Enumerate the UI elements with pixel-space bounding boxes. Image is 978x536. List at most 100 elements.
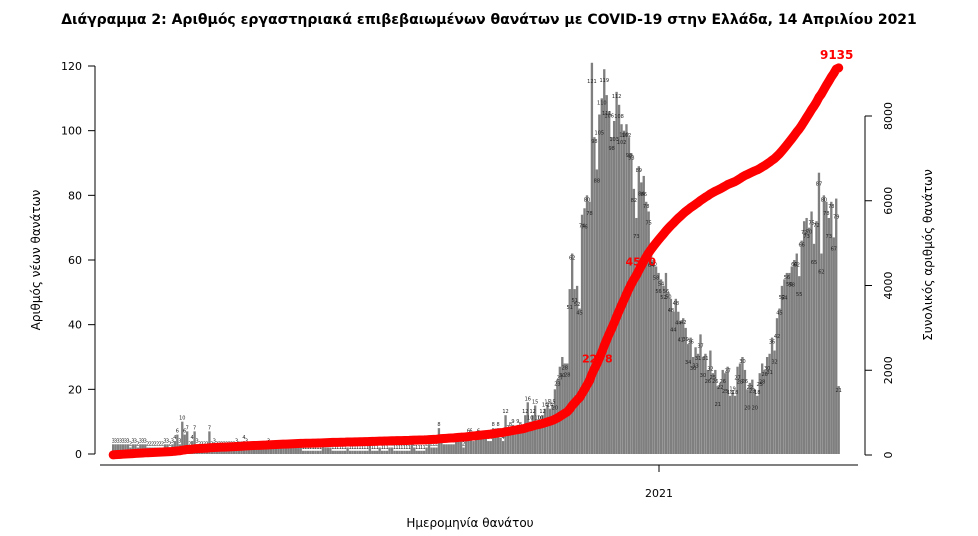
y-axis-label-left: Αριθμός νέων θανάτων	[29, 189, 43, 330]
bar	[812, 243, 816, 454]
bar-value-label: 100	[619, 133, 629, 139]
bar	[721, 369, 724, 454]
bar	[696, 353, 700, 454]
bar	[366, 450, 369, 454]
bar	[632, 188, 636, 454]
bar	[186, 431, 189, 454]
bar-value-label: 36	[769, 340, 775, 346]
bar-value-label: 102	[622, 133, 632, 139]
bar-value-label: 86	[641, 192, 647, 198]
bar	[181, 421, 184, 454]
bar	[578, 308, 581, 454]
bar-value-label: 3	[119, 438, 122, 444]
bar	[736, 366, 739, 454]
bar-value-label: 1	[395, 445, 398, 451]
bar-value-label: 2	[161, 442, 164, 448]
bar-value-label: 73	[803, 234, 809, 240]
bar	[837, 386, 840, 454]
bar	[726, 366, 729, 454]
bar	[765, 357, 769, 454]
bar	[773, 350, 776, 454]
bar	[116, 444, 120, 454]
bar-value-label: 21	[715, 402, 721, 408]
bar	[758, 373, 761, 454]
cumulative-annotation: 4570	[625, 255, 656, 268]
bar	[257, 447, 260, 454]
bar-value-label: 1	[353, 445, 356, 451]
bar	[255, 447, 258, 454]
bar-value-label: 45	[776, 311, 782, 317]
bar	[299, 447, 302, 454]
bar-value-label: 3	[166, 438, 169, 444]
bar	[820, 253, 823, 454]
bar-value-label: 23	[554, 382, 560, 388]
bar	[464, 441, 468, 454]
bar	[657, 272, 660, 454]
bar	[405, 450, 409, 454]
bar-value-label: 7	[186, 425, 189, 431]
bar	[265, 447, 268, 454]
bar-value-label: 30	[739, 359, 745, 365]
bar	[272, 447, 275, 454]
bar-value-label: 93	[628, 155, 634, 161]
bar	[445, 444, 448, 454]
bar	[835, 198, 838, 454]
bar-value-label: 1	[331, 445, 334, 451]
bar	[575, 285, 579, 454]
bar	[738, 363, 742, 454]
x-tick-label: 2021	[645, 487, 673, 500]
bar	[331, 450, 334, 454]
bar-value-label: 9	[516, 419, 519, 425]
chart-title: Διάγραμμα 2: Αριθμός εργαστηριακά επιβεβ…	[61, 12, 917, 28]
bar-value-label: 18	[754, 390, 760, 396]
bar	[422, 450, 426, 454]
y-tick-label-right: 6000	[882, 187, 895, 215]
bar	[356, 450, 359, 454]
bar	[785, 272, 789, 454]
bar	[595, 169, 599, 454]
bar-value-label: 50	[665, 294, 671, 300]
bar	[516, 424, 520, 454]
bar-value-label: 3	[134, 438, 137, 444]
bar-value-label: 1	[307, 445, 310, 451]
bar	[274, 447, 278, 454]
bar-value-label: 106	[604, 113, 614, 119]
bar	[277, 447, 280, 454]
bar-value-label: 88	[594, 178, 600, 184]
bar-value-label: 8	[497, 422, 500, 428]
bar-value-label: 56	[784, 275, 790, 281]
bar	[477, 434, 480, 454]
bar-value-label: 42	[680, 320, 686, 326]
bar	[410, 444, 413, 454]
bar	[432, 447, 436, 454]
bar	[802, 221, 806, 454]
bar-value-label: 37	[697, 343, 703, 349]
bar-value-label: 32	[771, 360, 777, 366]
bar	[339, 450, 342, 454]
bar	[588, 201, 591, 454]
bar-value-label: 10	[527, 416, 533, 422]
bar-value-label: 4	[501, 435, 504, 441]
bar-value-label: 10	[179, 416, 185, 422]
bar-value-label: 73	[633, 234, 639, 240]
bar-value-label: 1	[381, 445, 384, 451]
bar	[716, 386, 719, 454]
bar	[472, 441, 475, 454]
bar-value-label: 1	[309, 445, 312, 451]
bar-value-label: 25	[722, 389, 728, 395]
bar	[822, 195, 826, 454]
bar-value-label: 4	[242, 435, 245, 441]
bar	[306, 450, 310, 454]
bar	[674, 298, 677, 454]
bar	[546, 405, 549, 454]
bar-value-label: 3	[114, 438, 117, 444]
bar-value-label: 52	[779, 295, 785, 301]
left-axis: 0 20 40 60 80 100 120	[61, 60, 96, 461]
bar	[608, 111, 611, 455]
bar-value-label: 2	[425, 442, 428, 448]
bar-value-label: 72	[813, 223, 819, 229]
bar	[208, 431, 211, 454]
bar-value-label: 98	[626, 153, 632, 159]
bar	[768, 353, 771, 454]
bar-value-label: 3	[131, 438, 134, 444]
